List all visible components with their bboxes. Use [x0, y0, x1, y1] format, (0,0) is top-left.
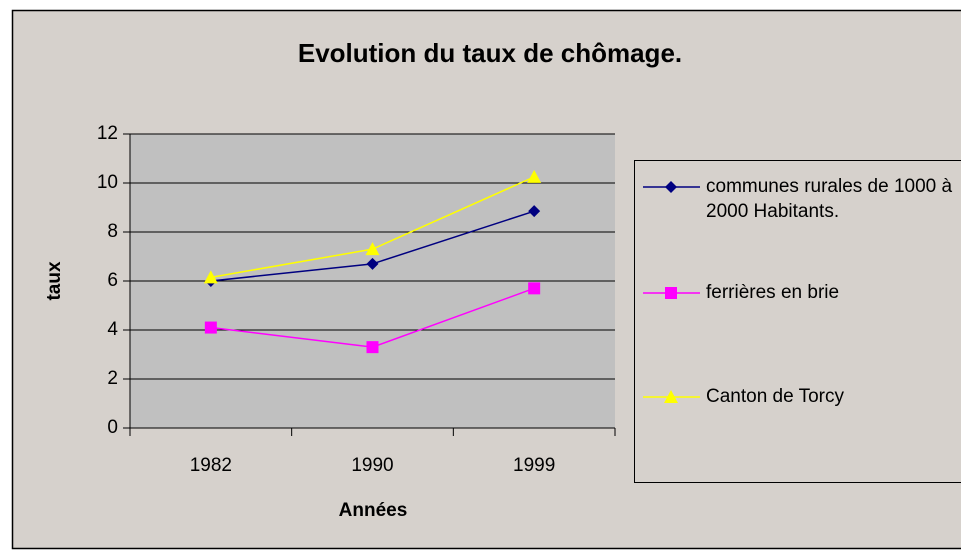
y-tick-label: 2 — [107, 368, 118, 389]
x-tick-label: 1999 — [513, 455, 555, 476]
legend-entry: Canton de Torcy — [706, 386, 845, 407]
x-axis-label: Années — [339, 500, 408, 521]
x-tick-label: 1990 — [351, 455, 393, 476]
y-tick-label: 8 — [107, 221, 118, 242]
chart-title: Evolution du taux de chômage. — [298, 38, 682, 68]
marker — [366, 341, 379, 354]
legend-label: communes rurales de 1000 à 2000 Habitant… — [706, 176, 953, 222]
legend-entry: ferrières en brie — [706, 282, 840, 303]
marker — [528, 282, 541, 295]
y-tick-label: 12 — [97, 123, 118, 144]
marker — [527, 169, 542, 183]
legend-label: Canton de Torcy — [706, 386, 845, 407]
y-tick-label: 10 — [97, 172, 118, 193]
y-axis-label: taux — [44, 261, 65, 301]
y-tick-label: 4 — [107, 319, 118, 340]
marker — [204, 321, 217, 334]
marker — [203, 270, 218, 284]
legend — [634, 160, 961, 483]
legend-marker — [665, 287, 677, 299]
marker — [365, 242, 380, 256]
y-tick-label: 6 — [107, 270, 118, 291]
marker — [366, 257, 379, 270]
legend-label: ferrières en brie — [706, 282, 840, 303]
legend-marker — [665, 181, 677, 193]
legend-entry: communes rurales de 1000 à 2000 Habitant… — [706, 176, 953, 222]
legend-marker — [664, 390, 678, 403]
marker — [528, 205, 541, 218]
y-tick-label: 0 — [107, 417, 118, 438]
x-tick-label: 1982 — [190, 455, 232, 476]
